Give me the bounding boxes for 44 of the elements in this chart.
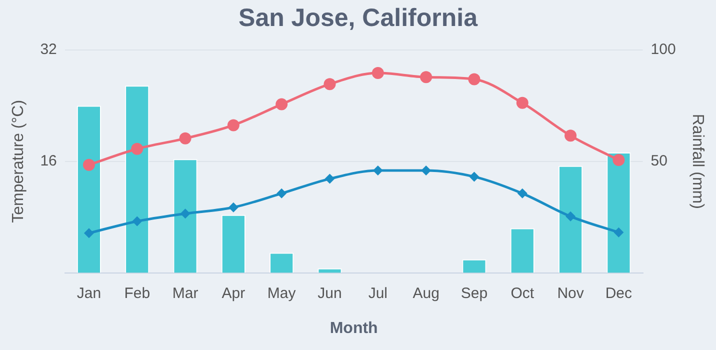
point — [276, 188, 287, 198]
x-tick-label: Jun — [318, 284, 342, 302]
point — [179, 132, 192, 144]
point — [420, 71, 432, 84]
point — [227, 119, 240, 132]
chart-title: San Jose, California — [238, 4, 479, 32]
x-tick-label: Jan — [76, 284, 102, 302]
y-tick-label: 32 — [40, 41, 57, 58]
x-tick-label: Feb — [124, 284, 150, 302]
point — [372, 165, 383, 176]
point — [132, 216, 142, 226]
point — [468, 73, 480, 86]
x-tick-label: Oct — [510, 284, 535, 302]
x-tick-label: Dec — [605, 284, 633, 302]
x-tick-label: May — [267, 284, 296, 302]
point — [324, 174, 335, 184]
point — [228, 202, 238, 212]
y2-axis-title: Rainfall (mm) — [688, 114, 706, 209]
x-axis-title: Month — [330, 320, 378, 337]
point — [612, 154, 625, 166]
y-axis-title: Temperature (°C) — [10, 100, 28, 223]
y2-tick-label: 100 — [650, 41, 676, 58]
point — [421, 165, 432, 176]
point — [469, 172, 480, 182]
x-tick-label: Jul — [368, 284, 388, 302]
point — [517, 188, 528, 198]
point — [566, 211, 576, 222]
point — [564, 130, 577, 142]
y-tick-label: 16 — [40, 152, 57, 170]
point — [372, 66, 384, 79]
x-tick-label: Mar — [172, 284, 198, 302]
x-tick-label: Apr — [222, 284, 246, 302]
point — [614, 227, 624, 238]
point — [84, 228, 94, 238]
point — [131, 142, 144, 155]
point — [324, 78, 336, 90]
point — [180, 208, 190, 219]
point — [516, 96, 528, 109]
y2-tick-label: 50 — [650, 152, 668, 170]
x-tick-label: Nov — [557, 284, 584, 302]
x-tick-label: Sep — [460, 284, 488, 302]
point — [276, 98, 288, 110]
point — [82, 158, 95, 171]
x-tick-label: Aug — [412, 284, 440, 302]
